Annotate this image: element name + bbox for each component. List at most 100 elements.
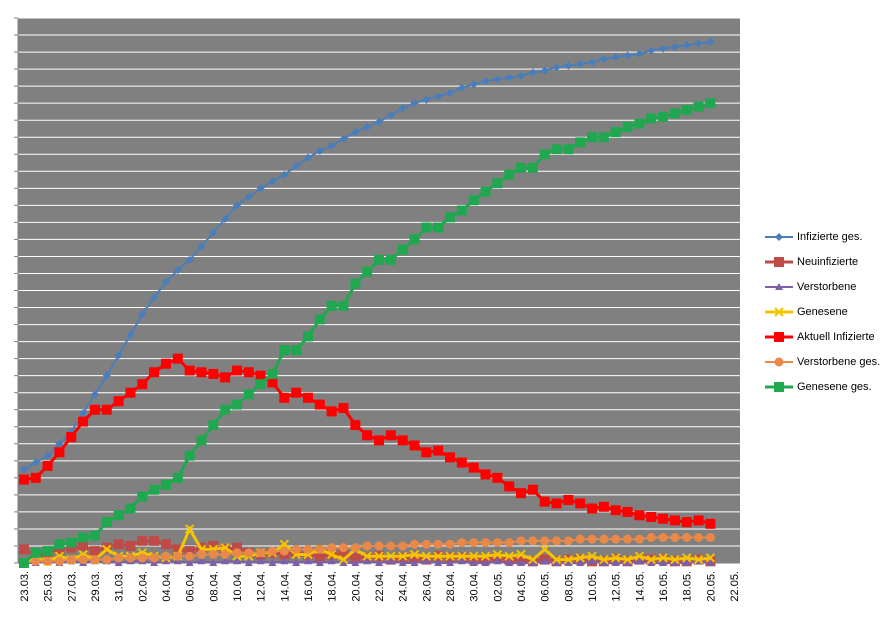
data-point [314,314,325,325]
x-tick-label: 04.04. [161,571,173,602]
x-tick-label: 23.03. [19,571,31,602]
data-point [161,277,170,286]
data-point [422,557,431,565]
data-point [315,146,324,155]
data-point [374,435,384,446]
data-point [79,409,88,418]
x-tick-label: 08.04. [208,571,220,602]
data-point [161,557,170,565]
data-point [611,553,621,563]
data-point [43,556,53,566]
data-point [256,184,265,193]
data-point [113,396,124,407]
data-point [693,554,704,565]
data-point [670,559,679,566]
data-point [576,559,585,566]
data-point [279,345,290,356]
data-point [386,551,396,561]
data-point [303,544,313,554]
data-point [209,228,218,237]
data-point [539,544,550,555]
data-point [338,543,348,553]
x-tick-label: 30.04. [469,571,481,602]
data-point [327,557,336,565]
data-point [232,201,241,210]
legend-label: Infizierte ges. [797,231,862,243]
data-point [658,513,669,524]
data-point [280,170,289,179]
data-point [101,404,112,415]
data-point [623,51,632,60]
data-point [66,431,77,442]
data-point [172,353,183,364]
data-point [492,538,502,548]
x-tick-label: 02.05. [492,571,504,602]
data-point [172,472,183,483]
data-point [350,278,361,289]
data-point [587,132,598,143]
data-point [468,195,479,206]
data-point [220,542,230,553]
x-tick-label: 06.04. [185,571,197,602]
data-point [682,559,691,566]
x-tick-label: 20.04. [350,571,362,602]
data-point [184,365,195,376]
legend-label: Neuinfizierte [797,256,858,268]
data-point [504,551,514,561]
data-point [670,42,679,51]
data-point [622,122,633,132]
data-point [268,559,277,566]
data-point [30,547,41,558]
legend-label: Verstorbene ges. [797,356,880,368]
data-point [575,553,585,563]
data-point [539,149,550,160]
data-point [552,559,561,566]
data-point [669,515,680,526]
data-point [587,503,598,514]
data-point [669,108,680,119]
data-point [599,559,608,566]
data-point [446,559,455,566]
data-point [516,536,526,546]
data-point [172,544,183,555]
data-point [231,399,242,410]
data-point [351,559,360,566]
data-point [634,118,645,129]
data-point [221,214,230,223]
data-point [492,472,503,483]
data-point [599,554,609,565]
data-point [243,367,254,378]
data-point [659,559,668,566]
data-point [706,559,715,566]
data-point [694,39,703,48]
legend-marker [775,283,783,290]
data-point [244,192,253,201]
data-point [90,555,100,565]
data-point [445,212,456,223]
data-point [185,551,195,561]
data-point [66,542,77,553]
data-point [634,551,645,561]
data-point [434,92,443,101]
data-point [161,551,171,561]
data-point [89,404,100,415]
data-point [114,559,123,566]
data-point [575,498,586,509]
x-tick-label: 14.04. [279,571,291,602]
data-point [469,559,478,566]
data-point [232,548,242,558]
data-point [338,300,349,311]
data-point [150,559,159,566]
data-point [516,488,527,499]
x-tick-label: 16.05. [658,571,670,602]
data-point [385,254,396,265]
data-point [137,553,147,563]
data-point [31,458,40,467]
data-point [302,392,313,403]
data-point [363,557,372,565]
data-point [611,534,621,544]
data-point [18,558,29,568]
data-point [244,559,253,566]
data-point [196,435,207,446]
data-point [42,546,53,557]
